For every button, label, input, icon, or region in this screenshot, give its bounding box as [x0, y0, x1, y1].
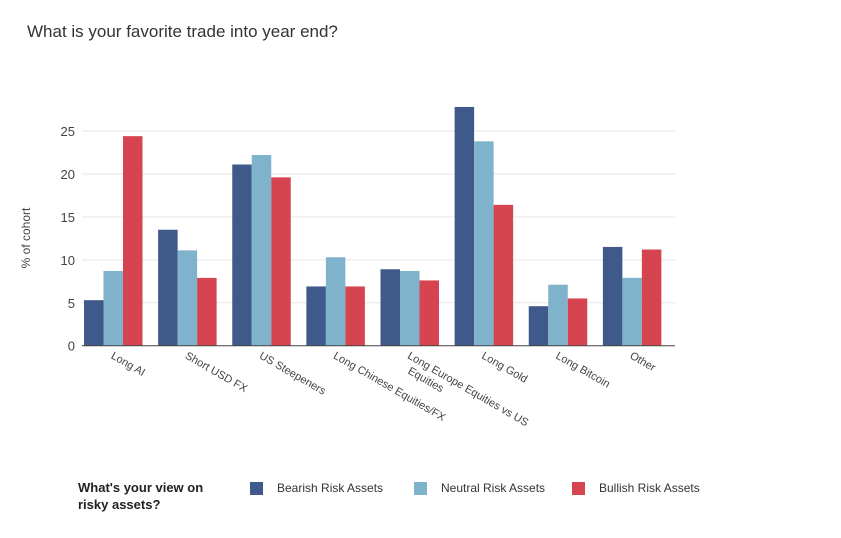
legend-swatch — [414, 481, 427, 495]
legend-title: What's your view on risky assets? — [78, 479, 203, 513]
y-axis-label: % of cohort — [19, 207, 33, 268]
y-tick-label: 5 — [68, 296, 75, 311]
bar-bearish — [306, 286, 326, 346]
bar-bullish — [123, 136, 143, 346]
chart-title: What is your favorite trade into year en… — [27, 22, 338, 41]
bar-bearish — [84, 300, 104, 346]
bar-neutral — [103, 270, 123, 346]
y-tick-label: 15 — [61, 210, 75, 225]
bar-bearish — [158, 229, 178, 346]
bar-neutral — [177, 250, 198, 346]
bar-bullish — [567, 298, 588, 346]
bar-bearish — [232, 164, 252, 346]
legend-label: Bearish Risk Assets — [277, 481, 384, 495]
bar-neutral — [474, 141, 494, 346]
bar-neutral — [251, 155, 272, 346]
bar-bullish — [641, 249, 662, 346]
bar-bullish — [271, 177, 291, 346]
x-tick-label: Other — [628, 350, 658, 374]
bar-neutral — [622, 277, 642, 346]
bar-bullish — [345, 286, 365, 346]
bar-bullish — [493, 204, 514, 346]
bar-neutral — [548, 284, 568, 346]
legend-item-bullish[interactable]: Bullish Risk Assets — [572, 481, 700, 495]
legend-title-line: What's your view on — [78, 480, 204, 495]
y-tick-label: 25 — [61, 124, 75, 139]
legend-item-bearish[interactable]: Bearish Risk Assets — [250, 481, 383, 495]
bar-bearish — [380, 269, 400, 346]
legend-title-line: risky assets? — [78, 497, 161, 512]
bar-bullish — [419, 280, 439, 346]
legend-label: Bullish Risk Assets — [599, 481, 700, 495]
x-tick-label: Long Bitcoin — [554, 350, 612, 391]
bar-neutral — [400, 270, 420, 346]
y-tick-label: 10 — [61, 253, 75, 268]
x-tick-label: Short USD FX — [183, 350, 250, 396]
y-tick-label: 20 — [61, 167, 75, 182]
x-tick-label: US Steepeners — [257, 350, 328, 398]
bar-bullish — [197, 277, 217, 346]
legend-label: Neutral Risk Assets — [441, 481, 546, 495]
legend-item-neutral[interactable]: Neutral Risk Assets — [414, 481, 545, 495]
x-tick-label: Long Gold — [479, 350, 529, 386]
bar-bearish — [454, 106, 475, 346]
legend-swatch — [250, 481, 263, 495]
x-tick-label: Long AI — [109, 350, 147, 379]
bar-bearish — [602, 246, 623, 346]
legend-swatch — [572, 481, 585, 495]
bar-bearish — [528, 306, 549, 346]
bar-neutral — [325, 257, 346, 346]
y-tick-label: 0 — [68, 339, 75, 354]
